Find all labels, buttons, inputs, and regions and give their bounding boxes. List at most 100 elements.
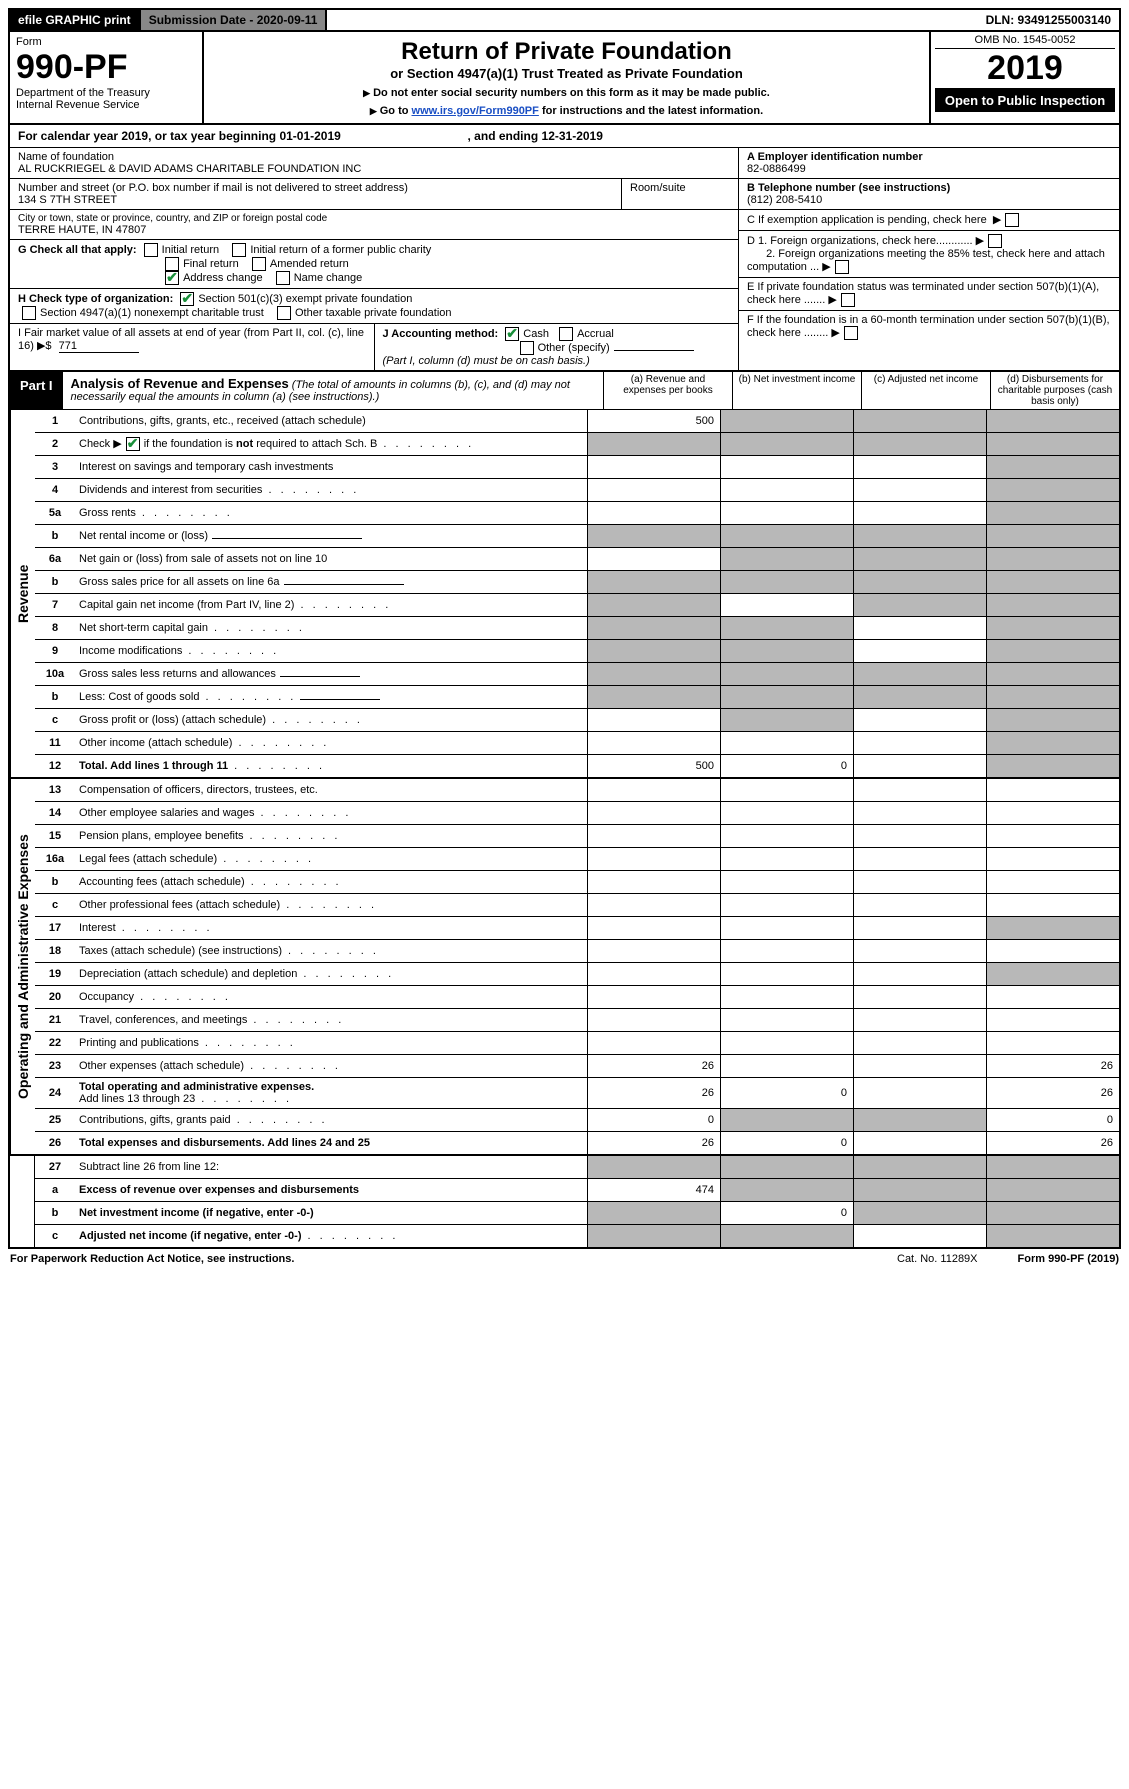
ij-row: I Fair market value of all assets at end… [10,324,738,370]
room-label: Room/suite [630,182,730,194]
row-desc: Contributions, gifts, grants paid [75,1111,587,1129]
col-b [720,663,853,685]
r18-text: Taxes (attach schedule) (see instruction… [79,945,282,957]
dept-line2: Internal Revenue Service [16,99,196,111]
cal-end: , and ending 12-31-2019 [468,129,603,143]
checkbox-d1[interactable] [988,234,1002,248]
col-d [986,594,1119,616]
revenue-body: 1Contributions, gifts, grants, etc., rec… [35,410,1119,777]
row-desc: Total. Add lines 1 through 11 [75,757,587,775]
info-left: Name of foundation AL RUCKRIEGEL & DAVID… [10,148,738,370]
col-a [587,709,720,731]
note1-text: Do not enter social security numbers on … [373,87,770,99]
side-expenses: Operating and Administrative Expenses [10,779,35,1154]
row-desc: Other income (attach schedule) [75,734,587,752]
irs-link[interactable]: www.irs.gov/Form990PF [412,105,539,117]
checkbox-4947[interactable] [22,306,36,320]
j-accrual: Accrual [577,328,614,340]
row-num: b [35,688,75,706]
checkbox-amended[interactable] [252,257,266,271]
row-num: b [35,873,75,891]
table-row: bLess: Cost of goods sold [35,686,1119,709]
i-value: 771 [59,340,139,353]
col-a [587,963,720,985]
g-opt5: Address change [183,272,263,284]
row-num: 26 [35,1134,75,1152]
d2-label: 2. Foreign organizations meeting the 85%… [747,248,1105,273]
r23-text: Other expenses (attach schedule) [79,1060,244,1072]
row-num: 4 [35,481,75,499]
col-b [720,686,853,708]
row-num: 1 [35,412,75,430]
col-a [587,525,720,547]
col-b [720,986,853,1008]
table-row: b Accounting fees (attach schedule) [35,871,1119,894]
col-a [587,1225,720,1247]
col-c [853,732,986,754]
checkbox-initial-former[interactable] [232,243,246,257]
col-a [587,502,720,524]
col-a [587,686,720,708]
checkbox-other-method[interactable] [520,341,534,355]
col-b [720,802,853,824]
col-d [986,848,1119,870]
col-b [720,1032,853,1054]
checkbox-501c3[interactable] [180,292,194,306]
col-a [587,571,720,593]
checkbox-schb[interactable] [126,437,140,451]
table-row: cGross profit or (loss) (attach schedule… [35,709,1119,732]
row-num: 16a [35,850,75,868]
part1-tab: Part I [10,372,63,409]
row-desc: Subtract line 26 from line 12: [75,1158,587,1176]
c-label: C If exemption application is pending, c… [747,214,987,226]
table-row: 21Travel, conferences, and meetings [35,1009,1119,1032]
row-desc: Other employee salaries and wages [75,804,587,822]
col-a [587,1032,720,1054]
checkbox-initial[interactable] [144,243,158,257]
r6b-text: Gross sales price for all assets on line… [79,576,280,588]
table-row: 8Net short-term capital gain [35,617,1119,640]
g-opt1: Initial return [162,244,219,256]
col-c [853,686,986,708]
name-row: Name of foundation AL RUCKRIEGEL & DAVID… [10,148,738,179]
col-d [986,732,1119,754]
footer-cat: Cat. No. 11289X [897,1253,978,1265]
checkbox-other-taxable[interactable] [277,306,291,320]
row-desc: Adjusted net income (if negative, enter … [75,1227,587,1245]
col-a [587,663,720,685]
ein-value: 82-0886499 [747,163,806,175]
tax-year: 2019 [935,49,1115,89]
col-b [720,848,853,870]
row-desc: Pension plans, employee benefits [75,827,587,845]
col-d: 26 [986,1132,1119,1154]
checkbox-cash[interactable] [505,327,519,341]
checkbox-f[interactable] [844,326,858,340]
col-a [587,1156,720,1178]
row-desc: Less: Cost of goods sold [75,688,587,706]
checkbox-e[interactable] [841,293,855,307]
checkbox-address-change[interactable] [165,271,179,285]
col-a [587,825,720,847]
checkbox-d2[interactable] [835,260,849,274]
col-d [986,940,1119,962]
col-c [853,571,986,593]
r16b-text: Accounting fees (attach schedule) [79,876,245,888]
col-d [986,663,1119,685]
col-b [720,779,853,801]
checkbox-name-change[interactable] [276,271,290,285]
col-d [986,479,1119,501]
r24-text2: Add lines 13 through 23 [79,1093,195,1105]
table-row: 19Depreciation (attach schedule) and dep… [35,963,1119,986]
col-d [986,825,1119,847]
c-cell: C If exemption application is pending, c… [739,210,1119,231]
col-a [587,479,720,501]
checkbox-c[interactable] [1005,213,1019,227]
row-desc: Gross rents [75,504,587,522]
col-d [986,502,1119,524]
row-desc: Taxes (attach schedule) (see instruction… [75,942,587,960]
row-desc: Other expenses (attach schedule) [75,1057,587,1075]
table-row: 10aGross sales less returns and allowanc… [35,663,1119,686]
col-b [720,732,853,754]
address-row: Number and street (or P.O. box number if… [10,179,738,210]
checkbox-accrual[interactable] [559,327,573,341]
